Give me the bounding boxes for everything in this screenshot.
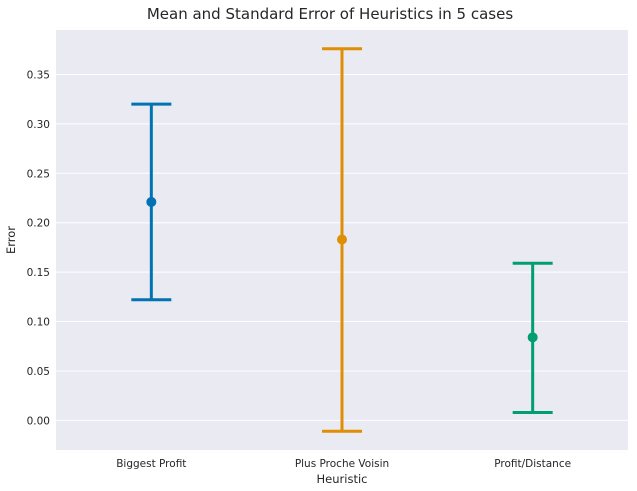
y-axis-label: Error: [4, 226, 18, 254]
series-point-group: [131, 102, 172, 302]
chart-title: Mean and Standard Error of Heuristics in…: [147, 5, 513, 23]
y-tick-label: 0.05: [27, 366, 50, 378]
y-tick-label: 0.10: [27, 317, 50, 329]
series-group: [131, 47, 553, 433]
series-point-group: [322, 47, 362, 433]
mean-point: [337, 234, 347, 245]
y-tick-labels: 0.00 0.05 0.10 0.15 0.20 0.25 0.30 0.35: [27, 69, 50, 427]
y-tick-label: 0.15: [27, 267, 50, 279]
y-tick-label: 0.35: [27, 69, 50, 81]
x-tick-label: Biggest Profit: [116, 458, 186, 470]
x-tick-label: Profit/Distance: [494, 458, 571, 470]
mean-point: [146, 196, 157, 207]
mean-point: [527, 332, 538, 343]
x-tick-label: Plus Proche Voisin: [295, 458, 389, 470]
series-point-group: [512, 261, 553, 414]
y-tick-label: 0.25: [27, 168, 50, 180]
y-tick-label: 0.30: [27, 119, 50, 131]
y-tick-label: 0.20: [27, 218, 50, 230]
x-axis-label: Heuristic: [317, 472, 368, 486]
x-tick-labels: Biggest Profit Plus Proche Voisin Profit/D…: [116, 458, 571, 470]
y-tick-label: 0.00: [27, 415, 50, 427]
